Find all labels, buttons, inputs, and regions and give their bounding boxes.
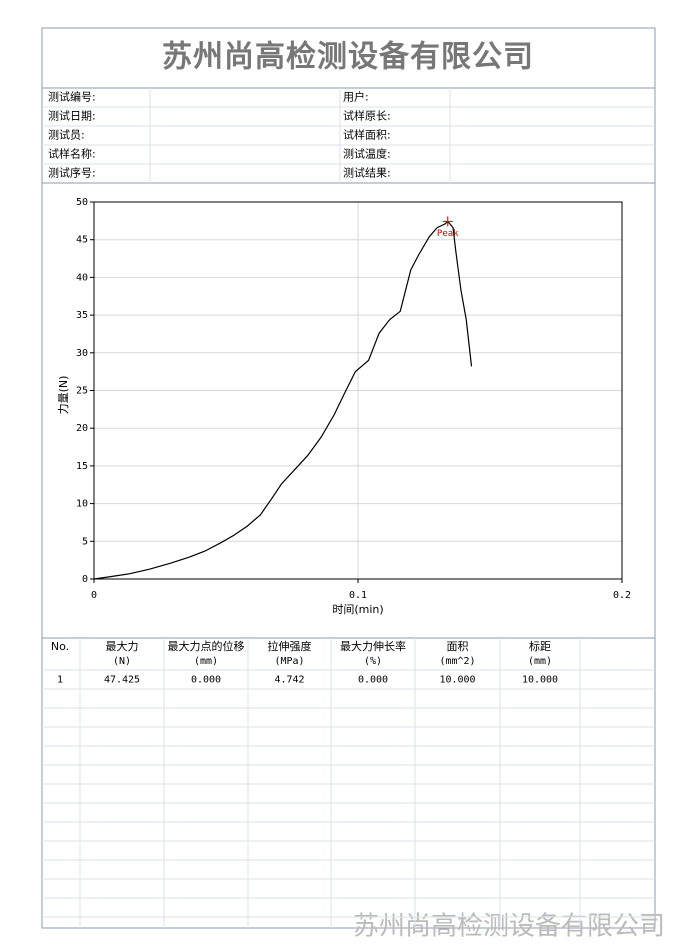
info-label: 试样面积:: [343, 128, 391, 142]
table-header: (%): [364, 656, 382, 667]
table-header: (mm): [194, 656, 218, 667]
info-label: 测试员:: [48, 129, 85, 142]
table-header: (N): [113, 656, 131, 667]
y-axis-label: 力量(N): [57, 376, 70, 415]
table-header: 最大力: [106, 639, 139, 653]
force-curve: [93, 220, 473, 580]
y-tick-label: 10: [76, 499, 88, 510]
info-label: 测试温度:: [343, 147, 391, 161]
info-label: 试样原长:: [343, 109, 391, 123]
x-axis-label: 时间(min): [332, 603, 383, 616]
table-header: 面积: [447, 640, 469, 653]
page-border: [41, 27, 656, 929]
table-header: 标距: [529, 639, 551, 653]
info-label: 用户:: [343, 90, 369, 104]
table-cell: 47.425: [104, 675, 140, 686]
table-header: 拉伸强度: [268, 639, 312, 653]
y-tick-label: 50: [76, 197, 88, 208]
y-tick-label: 45: [76, 235, 88, 246]
info-label: 测试序号:: [48, 166, 96, 180]
table-cell: 0.000: [191, 675, 221, 686]
table-cell: 0.000: [358, 675, 388, 686]
table-header: (mm): [528, 656, 552, 667]
y-tick-label: 25: [76, 386, 88, 397]
y-tick-label: 30: [76, 348, 88, 359]
table-cell: 1: [57, 675, 63, 686]
y-tick-label: 0: [82, 574, 88, 585]
table-header: (mm^2): [439, 656, 475, 667]
y-tick-label: 40: [76, 272, 88, 283]
info-label: 测试日期:: [48, 110, 96, 123]
table-header: 最大力伸长率: [340, 639, 406, 653]
table-cell: 10.000: [522, 675, 558, 686]
table-cell: 4.742: [274, 675, 304, 686]
info-label: 测试结果:: [343, 167, 391, 180]
table-header: No.: [51, 640, 69, 653]
x-tick-label: 0.2: [613, 590, 631, 601]
y-tick-label: 35: [76, 310, 88, 321]
plot-frame: [93, 201, 623, 580]
y-tick-label: 20: [76, 423, 88, 434]
x-tick-label: 0.1: [349, 590, 367, 601]
peak-label: Peak: [437, 229, 459, 239]
x-tick-label: 0: [91, 590, 97, 601]
peak-marker: [442, 216, 453, 227]
table-cell: 10.000: [439, 675, 475, 686]
table-header: 最大力点的位移: [168, 639, 245, 653]
info-label: 试样名称:: [48, 147, 96, 161]
table-header: (MPa): [274, 656, 304, 667]
watermark: 苏州尚高检测设备有限公司: [353, 912, 665, 942]
y-tick-label: 5: [82, 536, 88, 547]
y-tick-label: 15: [76, 461, 88, 472]
info-label: 测试编号:: [48, 90, 96, 104]
report-title: 苏州尚高检测设备有限公司: [162, 40, 534, 75]
